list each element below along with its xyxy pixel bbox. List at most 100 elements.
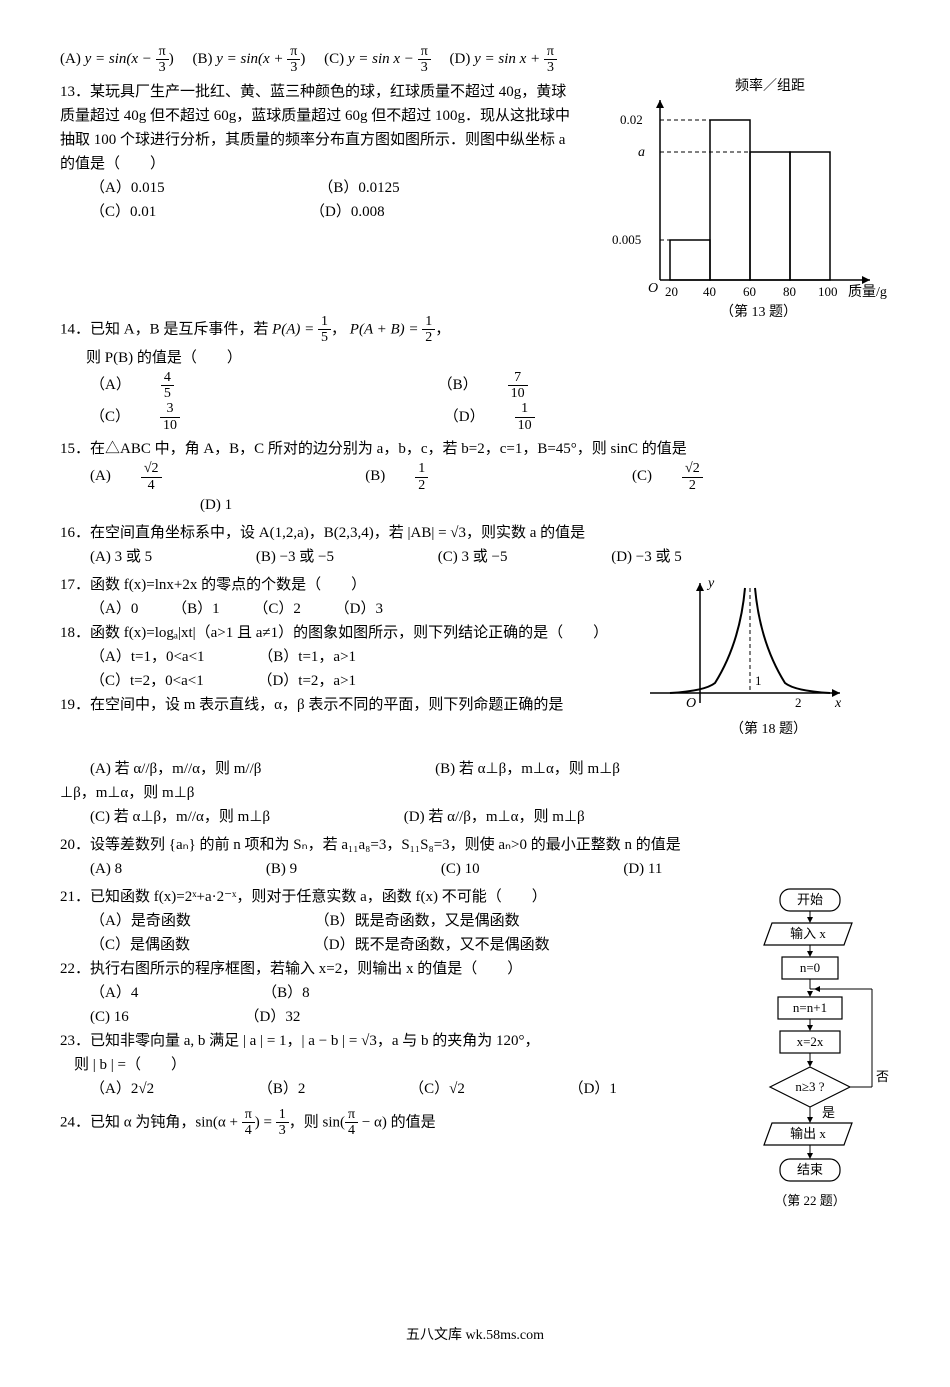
n: 3 <box>160 401 180 417</box>
d: 2 <box>682 478 703 493</box>
optD: (D) 若 α//β，m⊥α，则 m⊥β <box>404 805 585 829</box>
svg-text:20: 20 <box>665 284 678 299</box>
svg-text:n=0: n=0 <box>800 960 820 975</box>
q14: 14．已知 A，B 是互斥事件，若 P(A) = 15， P(A + B) = … <box>60 314 890 433</box>
svg-text:1: 1 <box>755 673 762 688</box>
ylabel: 频率／组距 <box>735 77 805 94</box>
q12-optD: (D) y = sin x + π3 <box>450 51 557 67</box>
svg-text:（第 18 题）: （第 18 题） <box>730 720 807 737</box>
q14-optA: （A）45 <box>90 370 234 402</box>
tail: ， <box>435 321 450 337</box>
label: (B) <box>365 464 385 488</box>
label: （D） <box>444 405 485 429</box>
q14-optC: （C） 310 <box>90 401 240 433</box>
ytick-0.02: 0.02 <box>620 112 643 127</box>
num: π <box>544 44 557 60</box>
q13-optB: （B）0.0125 <box>318 176 399 200</box>
q17-stem: 17．函数 f(x)=lnx+2x 的零点的个数是（ ） <box>60 573 660 597</box>
q12-optA: (A) y = sin(x − π3) <box>60 51 177 67</box>
svg-text:100: 100 <box>818 284 838 299</box>
q22-optC: (C) 16 <box>90 1005 129 1029</box>
n: 1 <box>318 314 331 330</box>
pab-l: P(A + B) = <box>350 321 422 337</box>
extra: ⊥β，m⊥α，则 m⊥β <box>60 781 890 805</box>
stem-b: 则 | b | =（ ） <box>74 1053 700 1077</box>
q13-optA: （A）0.015 <box>90 176 165 200</box>
expr: y = sin(x + <box>216 51 287 67</box>
svg-text:80: 80 <box>783 284 796 299</box>
d: 2 <box>415 478 428 493</box>
optD: (D) 11 <box>623 857 662 881</box>
num: π <box>156 44 169 60</box>
svg-text:开始: 开始 <box>797 892 823 907</box>
pa-l: P(A) = <box>272 321 318 337</box>
optA: (A) 3 或 5 <box>90 545 152 569</box>
svg-text:输出 x: 输出 x <box>790 1126 826 1141</box>
num: π <box>418 44 431 60</box>
label: (C) <box>632 464 652 488</box>
optA: （A）2√2 <box>90 1077 154 1101</box>
q21-optC: （C）是偶函数 <box>90 933 190 957</box>
q19-opts: (A) 若 α//β，m//α，则 m//β (B) 若 α⊥β，m⊥α，则 m… <box>60 757 890 829</box>
footer: 五八文库 wk.58ms.com <box>60 1325 890 1347</box>
q21-stem: 21．已知函数 f(x)=2ˣ+a·2⁻ˣ，则对于任意实数 a，函数 f(x) … <box>60 885 700 909</box>
q20: 20．设等差数列 {aₙ} 的前 n 项和为 Sₙ，若 a₁₁a₈=3，S₁₁S… <box>60 833 890 881</box>
ytick-a: a <box>638 145 645 160</box>
svg-text:O: O <box>686 696 696 711</box>
q22-optB: （B）8 <box>262 981 310 1005</box>
n: 4 <box>161 370 174 386</box>
optB: (B) 若 α⊥β，m⊥α，则 m⊥β <box>435 757 620 781</box>
q18-optD: （D）t=2，a>1 <box>257 669 356 693</box>
stem-a: 23．已知非零向量 a, b 满足 | a | = 1，| a − b | = … <box>60 1029 700 1053</box>
n: π <box>345 1107 358 1123</box>
q21-optD: （D）既不是奇函数，又不是偶函数 <box>314 933 550 957</box>
q22-optA: （A）4 <box>90 981 138 1005</box>
label: (B) <box>192 51 216 67</box>
optB: (B) −3 或 −5 <box>256 545 334 569</box>
q13-optD: （D）0.008 <box>310 200 385 224</box>
q15-optB: (B) 12 <box>365 461 488 493</box>
optB: (B) 9 <box>266 857 297 881</box>
d: 10 <box>508 386 528 401</box>
d: 3 <box>276 1123 289 1138</box>
q18-stem: 18．函数 f(x)=logₐ|xt|（a>1 且 a≠1）的图象如图所示，则下… <box>60 621 660 645</box>
curve-plot: O x y 1 2 （第 18 题） <box>640 573 850 743</box>
d: 4 <box>242 1123 255 1138</box>
q17-optA: （A）0 <box>90 597 138 621</box>
q13-figure: O 0.02 a 0.005 20 40 60 80 100 质量/g 频率／组… <box>590 80 890 338</box>
q14-optD: （D）110 <box>444 401 595 433</box>
n: 7 <box>508 370 528 386</box>
post: ) <box>169 51 174 67</box>
label: （B） <box>438 373 478 397</box>
svg-text:n≥3 ?: n≥3 ? <box>795 1079 824 1094</box>
num: π <box>287 44 300 60</box>
d: 10 <box>160 418 180 433</box>
q13: 13．某玩具厂生产一批红、黄、蓝三种颜色的球，红球质量不超过 40g，黄球质量超… <box>60 80 890 310</box>
label: (A) <box>90 464 111 488</box>
xlabel: 质量/g <box>848 284 887 300</box>
d: 5 <box>318 330 331 345</box>
line2: 则 P(B) 的值是（ ） <box>86 346 890 370</box>
den: 3 <box>156 60 169 75</box>
q17-19-block: 17．函数 f(x)=lnx+2x 的零点的个数是（ ） （A）0 （B）1 （… <box>60 573 890 753</box>
svg-text:60: 60 <box>743 284 756 299</box>
den: 3 <box>287 60 300 75</box>
svg-text:40: 40 <box>703 284 716 299</box>
q18-optB: （B）t=1，a>1 <box>258 645 356 669</box>
q12-optB: (B) y = sin(x + π3) <box>192 51 309 67</box>
q15-optA: (A) √24 <box>90 461 222 493</box>
q21-optA: （A）是奇函数 <box>90 909 191 933</box>
d: 4 <box>141 478 162 493</box>
q17-optB: （B）1 <box>172 597 220 621</box>
label: （A） <box>90 373 131 397</box>
n: √2 <box>682 461 703 477</box>
q17-optC: （C）2 <box>253 597 301 621</box>
q18-figure: O x y 1 2 （第 18 题） <box>640 573 850 751</box>
q21-optB: （B）既是奇函数，又是偶函数 <box>315 909 520 933</box>
mid2: ，则 sin( <box>289 1114 345 1130</box>
label: (A) <box>60 51 85 67</box>
svg-text:输入 x: 输入 x <box>790 926 826 941</box>
q16: 16．在空间直角坐标系中，设 A(1,2,a)，B(2,3,4)，若 |AB| … <box>60 521 890 569</box>
q15: 15．在△ABC 中，角 A，B，C 所对的边分别为 a，b，c，若 b=2，c… <box>60 437 890 517</box>
label: （C） <box>90 405 130 429</box>
